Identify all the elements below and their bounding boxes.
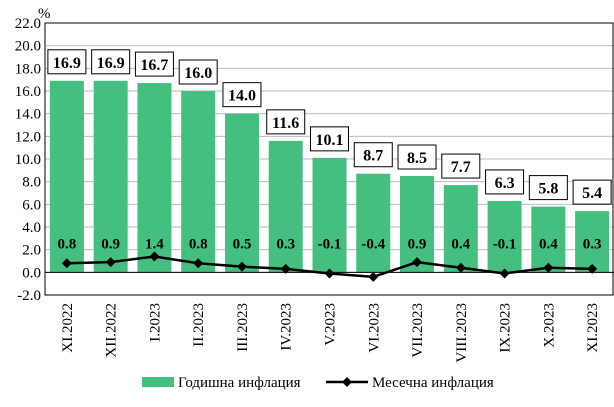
y-tick-label: 2.0 (22, 243, 41, 259)
bar-data-label: 6.3 (495, 175, 515, 192)
bar (400, 176, 435, 273)
y-tick-label: 14.0 (15, 107, 41, 123)
unit-label: % (38, 6, 51, 22)
y-tick-label: 8.0 (22, 175, 41, 191)
line-marker (412, 257, 423, 268)
line-data-label: -0.4 (361, 236, 385, 252)
bar-data-label: 5.8 (538, 181, 558, 198)
legend-line-marker (342, 377, 352, 387)
line-data-label: 0.9 (101, 236, 120, 252)
bar-label-box (91, 49, 131, 75)
x-tick-label: V.2023 (323, 303, 339, 346)
bar-label-box (485, 169, 525, 195)
bar (312, 157, 347, 273)
line-data-label: 1.4 (145, 236, 164, 252)
bar-data-label: 8.7 (363, 148, 383, 165)
line-marker (61, 258, 72, 269)
bar-data-label: 16.0 (184, 65, 212, 82)
y-tick-label: 10.0 (15, 152, 41, 168)
bar-label-box (134, 51, 174, 77)
legend-bar-label: Годишна инфлация (178, 375, 301, 391)
y-tick-label: 18.0 (15, 61, 41, 77)
bar (268, 140, 303, 273)
bar-label-box (178, 59, 218, 85)
bar (181, 91, 216, 273)
line-marker (587, 263, 598, 274)
line-marker (105, 257, 116, 268)
bar-label-box (47, 49, 87, 75)
y-tick-label: 12.0 (15, 129, 41, 145)
bar-label-box (572, 179, 612, 205)
line-data-label: 0.8 (58, 236, 77, 252)
bar-data-label: 5.4 (582, 185, 602, 202)
bar (531, 206, 566, 273)
y-tick-label: 6.0 (22, 197, 41, 213)
x-tick-label: VI.2023 (366, 303, 382, 353)
y-tick-label: 16.0 (15, 84, 41, 100)
y-tick-label: 4.0 (22, 220, 41, 236)
bar-label-box (441, 153, 481, 179)
line-marker (324, 268, 335, 279)
x-tick-label: VIII.2023 (454, 303, 470, 363)
x-tick-label: X.2023 (541, 303, 557, 348)
bar-data-label: 10.1 (316, 132, 344, 149)
x-tick-label: III.2023 (235, 303, 251, 352)
line-marker (368, 271, 379, 282)
x-tick-label: IV.2023 (279, 303, 295, 351)
line-data-label: -0.1 (493, 236, 517, 252)
x-tick-label: XI.2023 (585, 303, 601, 353)
line-marker (455, 262, 466, 273)
line-data-label: -0.1 (318, 236, 342, 252)
line-marker (499, 268, 510, 279)
bar (93, 80, 128, 273)
bar-data-label: 14.0 (228, 88, 256, 105)
bar-label-box (266, 109, 306, 135)
bar-data-label: 7.7 (451, 159, 471, 176)
line-marker (236, 261, 247, 272)
line-data-label: 0.3 (276, 236, 295, 252)
bar (356, 173, 391, 273)
x-tick-label: II.2023 (191, 303, 207, 347)
x-tick-label: VII.2023 (410, 303, 426, 358)
x-tick-label: XII.2022 (104, 303, 120, 358)
y-tick-label: 20.0 (15, 39, 41, 55)
bar-data-label: 11.6 (272, 115, 299, 132)
bar (443, 185, 478, 273)
x-tick-label: I.2023 (147, 303, 163, 342)
bar (575, 211, 610, 273)
bar (49, 80, 84, 273)
line-marker (193, 258, 204, 269)
bar (224, 113, 259, 273)
bar-data-label: 16.7 (140, 57, 168, 74)
x-tick-label: IX.2023 (498, 303, 514, 353)
line-data-label: 0.4 (451, 236, 470, 252)
bar (487, 200, 522, 273)
bar-data-label: 8.5 (407, 150, 427, 167)
line-data-label: 0.9 (408, 236, 427, 252)
bar-label-box (310, 126, 349, 152)
plot-border (44, 22, 614, 296)
y-tick-label: -2.0 (17, 288, 41, 304)
y-tick-label: 0.0 (22, 265, 41, 281)
bar (137, 83, 172, 273)
bar-data-label: 16.9 (53, 55, 81, 72)
legend-bar-swatch (142, 377, 174, 387)
x-tick-label: XI.2022 (60, 303, 76, 353)
legend-line-label: Месечна инфлация (372, 375, 494, 391)
line-data-label: 0.4 (539, 236, 558, 252)
line-data-label: 0.8 (189, 236, 208, 252)
y-tick-label: 22.0 (15, 16, 41, 32)
bar-label-box (397, 144, 437, 170)
bar-data-label: 16.9 (97, 55, 125, 72)
bar-label-box (528, 175, 568, 201)
line-marker (280, 263, 291, 274)
line-data-label: 0.5 (233, 236, 252, 252)
line-data-label: 0.3 (583, 236, 602, 252)
bar-label-box (222, 82, 262, 108)
bar-label-box (353, 142, 393, 168)
line-marker (543, 262, 554, 273)
line-marker (149, 251, 160, 262)
